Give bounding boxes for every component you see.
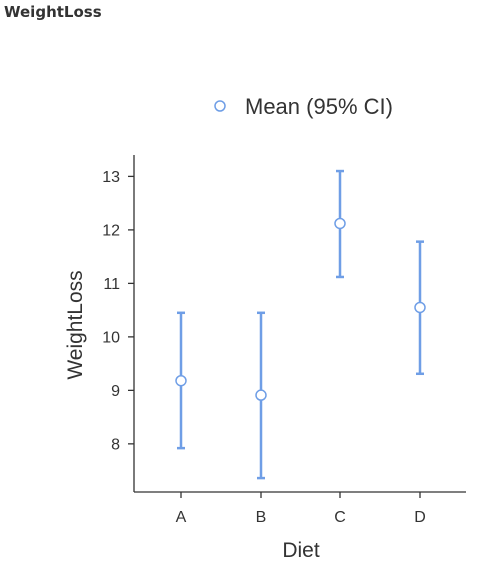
y-axis-title: WeightLoss: [64, 270, 87, 379]
legend-marker: [214, 100, 226, 112]
x-axis-title: Diet: [282, 539, 320, 562]
x-tick-label: A: [176, 509, 187, 526]
ticks: 8 9 10 11 12 13 A B C D: [102, 169, 426, 526]
y-tick-label: 13: [102, 169, 120, 186]
mean-point-B: [255, 389, 267, 401]
marks: [175, 169, 426, 480]
axes: [133, 155, 466, 493]
mean-point-C: [334, 217, 346, 230]
mean-point-D: [414, 301, 426, 314]
x-tick-label: B: [256, 509, 267, 526]
legend-label: Mean (95% CI): [245, 94, 393, 119]
y-tick-label: 8: [111, 436, 120, 453]
page-title: WeightLoss: [4, 3, 102, 21]
legend: Mean (95% CI): [214, 94, 393, 119]
y-tick-label: 11: [103, 276, 120, 293]
mean-point-A: [175, 374, 187, 387]
x-tick-label: C: [334, 509, 346, 526]
y-tick-label: 10: [102, 329, 120, 346]
x-tick-label: D: [414, 509, 426, 526]
y-tick-label: 9: [111, 383, 120, 400]
y-tick-label: 12: [102, 222, 120, 239]
